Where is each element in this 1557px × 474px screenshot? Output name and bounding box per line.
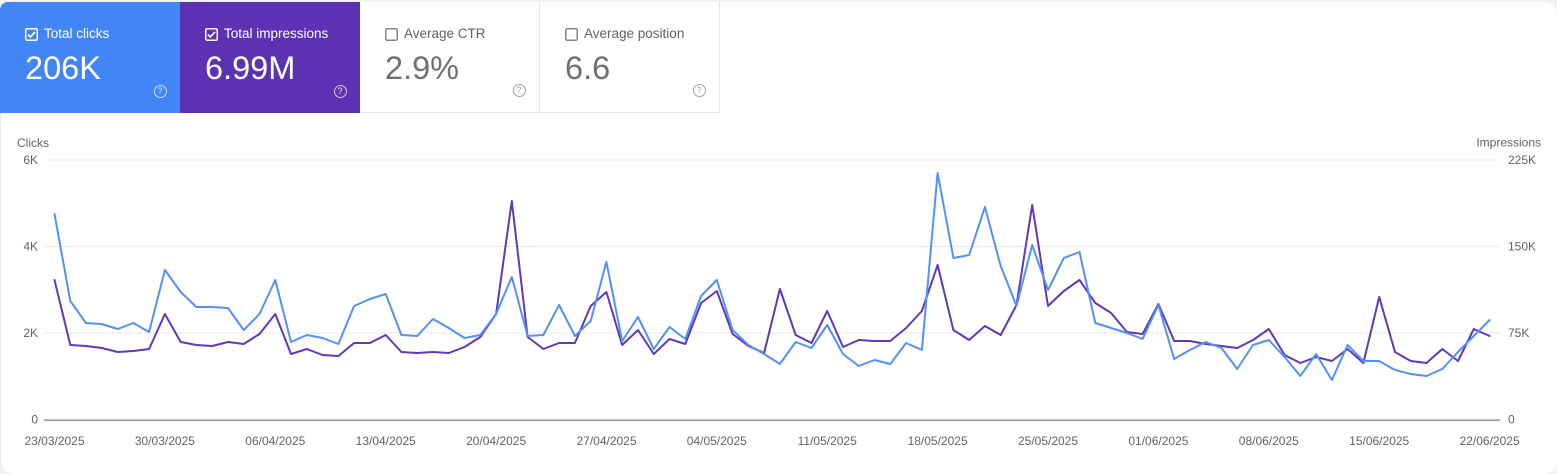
- svg-text:2K: 2K: [23, 326, 38, 340]
- svg-text:11/05/2025: 11/05/2025: [798, 434, 857, 448]
- svg-text:23/03/2025: 23/03/2025: [24, 434, 84, 448]
- svg-text:01/06/2025: 01/06/2025: [1128, 434, 1188, 448]
- svg-text:18/05/2025: 18/05/2025: [908, 434, 968, 448]
- svg-text:75K: 75K: [1508, 326, 1529, 340]
- svg-text:0: 0: [31, 413, 38, 427]
- svg-text:150K: 150K: [1508, 240, 1536, 254]
- svg-text:30/03/2025: 30/03/2025: [135, 434, 195, 448]
- svg-text:Impressions: Impressions: [1476, 136, 1541, 150]
- svg-text:08/06/2025: 08/06/2025: [1239, 434, 1299, 448]
- svg-text:15/06/2025: 15/06/2025: [1349, 434, 1409, 448]
- svg-text:25/05/2025: 25/05/2025: [1018, 434, 1078, 448]
- svg-text:20/04/2025: 20/04/2025: [466, 434, 526, 448]
- svg-text:6K: 6K: [23, 153, 38, 167]
- svg-text:04/05/2025: 04/05/2025: [687, 434, 747, 448]
- svg-text:Clicks: Clicks: [17, 136, 49, 150]
- svg-text:27/04/2025: 27/04/2025: [576, 434, 636, 448]
- svg-text:13/04/2025: 13/04/2025: [356, 434, 416, 448]
- svg-text:06/04/2025: 06/04/2025: [245, 434, 305, 448]
- svg-text:4K: 4K: [23, 240, 38, 254]
- svg-text:225K: 225K: [1508, 153, 1536, 167]
- svg-text:0: 0: [1508, 413, 1515, 427]
- svg-text:22/06/2025: 22/06/2025: [1460, 434, 1520, 448]
